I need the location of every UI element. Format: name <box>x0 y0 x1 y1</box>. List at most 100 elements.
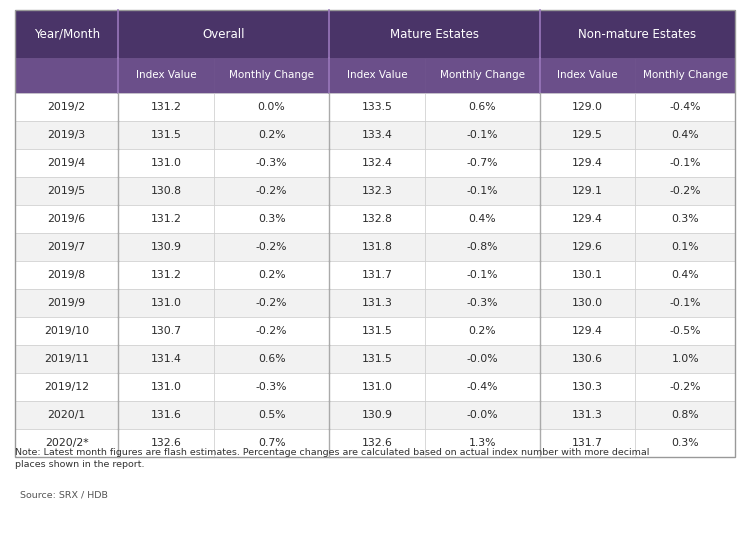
FancyBboxPatch shape <box>214 261 329 289</box>
Text: 0.6%: 0.6% <box>258 354 286 364</box>
Text: 0.3%: 0.3% <box>671 214 699 224</box>
FancyBboxPatch shape <box>540 121 635 149</box>
Text: 132.6: 132.6 <box>362 438 392 448</box>
Text: -0.5%: -0.5% <box>670 326 701 336</box>
Text: 132.3: 132.3 <box>362 186 392 196</box>
FancyBboxPatch shape <box>118 177 214 205</box>
Text: 0.1%: 0.1% <box>671 242 699 252</box>
Text: 130.7: 130.7 <box>151 326 182 336</box>
FancyBboxPatch shape <box>424 261 540 289</box>
FancyBboxPatch shape <box>540 261 635 289</box>
FancyBboxPatch shape <box>118 10 329 58</box>
Text: -0.2%: -0.2% <box>256 186 287 196</box>
Text: 0.8%: 0.8% <box>671 410 699 420</box>
FancyBboxPatch shape <box>635 93 735 121</box>
FancyBboxPatch shape <box>540 373 635 401</box>
FancyBboxPatch shape <box>15 345 119 373</box>
FancyBboxPatch shape <box>214 373 329 401</box>
Text: 131.5: 131.5 <box>362 326 392 336</box>
FancyBboxPatch shape <box>424 373 540 401</box>
FancyBboxPatch shape <box>214 233 329 261</box>
FancyBboxPatch shape <box>635 177 735 205</box>
Text: 2019/6: 2019/6 <box>48 214 86 224</box>
Text: 2020/1: 2020/1 <box>47 410 86 420</box>
Text: -0.8%: -0.8% <box>466 242 498 252</box>
Text: Mature Estates: Mature Estates <box>390 27 478 41</box>
FancyBboxPatch shape <box>15 177 119 205</box>
FancyBboxPatch shape <box>118 317 214 345</box>
Text: 0.3%: 0.3% <box>671 438 699 448</box>
Text: -0.4%: -0.4% <box>670 102 701 112</box>
FancyBboxPatch shape <box>329 345 424 373</box>
Text: 131.5: 131.5 <box>151 130 182 140</box>
FancyBboxPatch shape <box>424 177 540 205</box>
Text: Index Value: Index Value <box>557 70 618 81</box>
Text: 131.3: 131.3 <box>572 410 603 420</box>
Text: 130.1: 130.1 <box>572 270 603 280</box>
FancyBboxPatch shape <box>118 429 214 457</box>
FancyBboxPatch shape <box>214 401 329 429</box>
FancyBboxPatch shape <box>540 289 635 317</box>
FancyBboxPatch shape <box>15 317 119 345</box>
FancyBboxPatch shape <box>540 149 635 177</box>
Text: Source: SRX / HDB: Source: SRX / HDB <box>20 490 108 499</box>
FancyBboxPatch shape <box>424 345 540 373</box>
FancyBboxPatch shape <box>15 58 119 93</box>
FancyBboxPatch shape <box>635 58 735 93</box>
Text: 132.6: 132.6 <box>151 438 182 448</box>
FancyBboxPatch shape <box>15 289 119 317</box>
Text: 129.1: 129.1 <box>572 186 603 196</box>
FancyBboxPatch shape <box>214 93 329 121</box>
Text: Non-mature Estates: Non-mature Estates <box>578 27 697 41</box>
FancyBboxPatch shape <box>329 58 424 93</box>
Text: -0.2%: -0.2% <box>670 382 701 392</box>
FancyBboxPatch shape <box>540 345 635 373</box>
FancyBboxPatch shape <box>540 177 635 205</box>
Text: -0.3%: -0.3% <box>256 382 287 392</box>
Text: 131.3: 131.3 <box>362 298 392 308</box>
Text: 0.6%: 0.6% <box>469 102 496 112</box>
Text: 2019/8: 2019/8 <box>48 270 86 280</box>
FancyBboxPatch shape <box>214 429 329 457</box>
FancyBboxPatch shape <box>635 233 735 261</box>
Text: -0.2%: -0.2% <box>256 326 287 336</box>
FancyBboxPatch shape <box>15 93 119 121</box>
FancyBboxPatch shape <box>329 177 424 205</box>
Text: 133.4: 133.4 <box>362 130 392 140</box>
Text: 2019/9: 2019/9 <box>48 298 86 308</box>
Text: -0.3%: -0.3% <box>256 158 287 168</box>
Text: 0.2%: 0.2% <box>469 326 496 336</box>
Text: 131.2: 131.2 <box>151 102 182 112</box>
Text: 0.7%: 0.7% <box>258 438 286 448</box>
FancyBboxPatch shape <box>424 233 540 261</box>
Text: Monthly Change: Monthly Change <box>440 70 525 81</box>
Text: 0.2%: 0.2% <box>258 130 286 140</box>
FancyBboxPatch shape <box>329 121 424 149</box>
Text: 1.3%: 1.3% <box>469 438 496 448</box>
Text: 131.2: 131.2 <box>151 214 182 224</box>
FancyBboxPatch shape <box>118 149 214 177</box>
Text: 130.9: 130.9 <box>362 410 392 420</box>
Text: -0.3%: -0.3% <box>466 298 498 308</box>
FancyBboxPatch shape <box>540 401 635 429</box>
Text: -0.2%: -0.2% <box>256 298 287 308</box>
Text: 133.5: 133.5 <box>362 102 392 112</box>
FancyBboxPatch shape <box>329 149 424 177</box>
FancyBboxPatch shape <box>635 401 735 429</box>
FancyBboxPatch shape <box>635 121 735 149</box>
FancyBboxPatch shape <box>540 205 635 233</box>
Text: 0.3%: 0.3% <box>258 214 286 224</box>
FancyBboxPatch shape <box>329 261 424 289</box>
Text: 130.8: 130.8 <box>151 186 182 196</box>
Text: -0.1%: -0.1% <box>670 158 701 168</box>
FancyBboxPatch shape <box>214 58 329 93</box>
FancyBboxPatch shape <box>540 429 635 457</box>
Text: 129.4: 129.4 <box>572 214 603 224</box>
Text: Note: Latest month figures are flash estimates. Percentage changes are calculate: Note: Latest month figures are flash est… <box>15 448 650 469</box>
FancyBboxPatch shape <box>15 10 119 58</box>
Text: -0.2%: -0.2% <box>256 242 287 252</box>
Text: 132.8: 132.8 <box>362 214 392 224</box>
Text: 0.5%: 0.5% <box>258 410 286 420</box>
FancyBboxPatch shape <box>424 429 540 457</box>
Text: 131.8: 131.8 <box>362 242 392 252</box>
